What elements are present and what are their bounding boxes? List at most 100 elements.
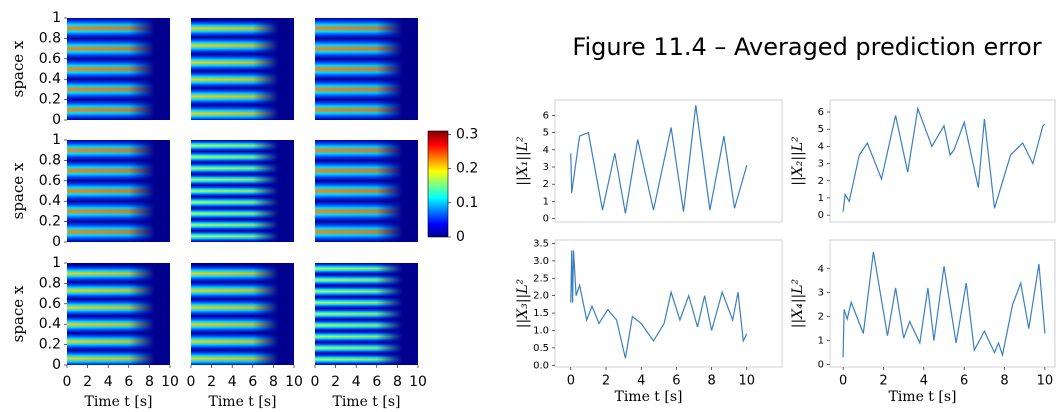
y-tick-label: 1 bbox=[818, 336, 824, 347]
y-tick-label: 5 bbox=[818, 124, 824, 135]
heatmap-panel bbox=[191, 140, 294, 242]
heatmap-fade bbox=[67, 263, 170, 365]
y-tick-label: 2 bbox=[818, 312, 824, 323]
y-tick-label: 0.6 bbox=[39, 173, 61, 189]
heatmap-fade bbox=[67, 140, 170, 242]
y-tick-label: 0.2 bbox=[39, 92, 61, 108]
x-tick-label: 6 bbox=[372, 374, 381, 390]
y-tick-label: 1 bbox=[818, 193, 824, 204]
line-panel: 0 1 2 3 4 5 6 ||X₁||L² bbox=[515, 99, 783, 225]
y-tick-label: 0.5 bbox=[533, 343, 549, 354]
heatmap-fade bbox=[315, 18, 418, 120]
y-tick-label: 0 bbox=[456, 229, 465, 245]
heatmap-fade bbox=[191, 263, 294, 365]
y-tick-label: 0.6 bbox=[39, 51, 61, 67]
x-axis-label: Time t [s] bbox=[614, 389, 682, 405]
y-tick-label: 1.5 bbox=[533, 308, 549, 319]
y-tick-label: 1 bbox=[543, 196, 549, 207]
plot-frame bbox=[829, 99, 1056, 223]
x-axis-label: Time t [s] bbox=[332, 394, 400, 410]
plot-frame bbox=[554, 99, 783, 223]
heatmap-panel: 0 0.2 0.4 0.6 0.8 1 space x bbox=[9, 132, 170, 250]
y-tick-label: 2.0 bbox=[533, 291, 549, 302]
y-tick-label: 3 bbox=[818, 159, 824, 170]
heatmap-fade bbox=[191, 140, 294, 242]
x-tick-label: 10 bbox=[285, 374, 303, 390]
x-tick-label: 8 bbox=[393, 374, 402, 390]
y-tick-label: 0 bbox=[818, 210, 824, 221]
y-axis-label: space x bbox=[9, 285, 27, 342]
y-tick-label: 0.8 bbox=[39, 30, 61, 46]
x-tick-label: 2 bbox=[331, 374, 340, 390]
x-tick-label: 6 bbox=[124, 374, 133, 390]
x-tick-label: 10 bbox=[1037, 374, 1054, 389]
y-tick-label: 3.5 bbox=[533, 238, 549, 249]
y-tick-label: 0.1 bbox=[456, 195, 478, 211]
x-tick-label: 10 bbox=[739, 374, 756, 389]
y-tick-label: 0 bbox=[543, 214, 549, 225]
y-tick-label: 0.8 bbox=[39, 152, 61, 168]
y-tick-label: 4 bbox=[818, 141, 824, 152]
y-tick-label: 0 bbox=[818, 360, 824, 371]
y-tick-label: 1 bbox=[52, 132, 61, 148]
y-tick-label: 0.2 bbox=[456, 161, 478, 177]
x-tick-label: 4 bbox=[637, 374, 645, 389]
x-tick-label: 0 bbox=[839, 374, 847, 389]
heatmap-fade bbox=[191, 18, 294, 120]
x-tick-label: 8 bbox=[707, 374, 715, 389]
y-tick-label: 2 bbox=[543, 179, 549, 190]
x-tick-label: 4 bbox=[104, 374, 113, 390]
y-tick-label: 0.4 bbox=[39, 193, 61, 209]
y-tick-label: 0.0 bbox=[533, 360, 549, 371]
y-tick-label: 0.3 bbox=[456, 126, 478, 142]
x-tick-label: 4 bbox=[920, 374, 928, 389]
x-axis-label: Time t [s] bbox=[208, 394, 276, 410]
y-tick-label: 1 bbox=[52, 10, 61, 26]
x-tick-label: 8 bbox=[145, 374, 154, 390]
y-tick-label: 0.2 bbox=[39, 214, 61, 230]
x-tick-label: 6 bbox=[248, 374, 257, 390]
line-panel: 0 1 2 3 4 0 2 4 6 8 10 Time t [s] ||X₄||L² bbox=[790, 239, 1056, 405]
heatmap-panel: 0 2 4 6 8 10 Time t [s] bbox=[187, 263, 303, 410]
y-tick-label: 0.4 bbox=[39, 316, 61, 332]
line-series bbox=[842, 106, 1046, 212]
y-tick-label: 0.2 bbox=[39, 337, 61, 353]
y-tick-label: 2 bbox=[818, 176, 824, 187]
y-tick-label: 6 bbox=[543, 110, 549, 121]
y-tick-label: 0.4 bbox=[39, 71, 61, 87]
plot-frame bbox=[829, 239, 1056, 368]
x-tick-label: 2 bbox=[879, 374, 887, 389]
heatmap-panel: 0 0.2 0.4 0.6 0.8 1 space x bbox=[9, 10, 170, 128]
x-tick-label: 10 bbox=[409, 374, 427, 390]
y-axis-label: ||X₂||L² bbox=[790, 136, 806, 186]
y-axis-label: ||X₁||L² bbox=[515, 136, 531, 186]
x-tick-label: 6 bbox=[672, 374, 680, 389]
x-tick-label: 0 bbox=[311, 374, 320, 390]
y-tick-label: 3.0 bbox=[533, 256, 549, 267]
x-tick-label: 2 bbox=[83, 374, 92, 390]
x-tick-label: 0 bbox=[63, 374, 72, 390]
x-tick-label: 0 bbox=[567, 374, 575, 389]
y-axis-label: space x bbox=[9, 162, 27, 219]
y-tick-label: 3 bbox=[543, 162, 549, 173]
x-tick-label: 4 bbox=[228, 374, 237, 390]
line-series bbox=[842, 251, 1046, 358]
line-panel: 0.0 0.5 1.0 1.5 2.0 2.5 3.0 3.5 0 2 4 6 8 10 Time t [s… bbox=[515, 238, 783, 405]
plot-frame bbox=[554, 239, 783, 368]
y-axis-label: space x bbox=[9, 40, 27, 97]
y-tick-label: 0 bbox=[52, 357, 61, 373]
x-tick-label: 8 bbox=[269, 374, 278, 390]
y-tick-label: 1.0 bbox=[533, 325, 549, 336]
heatmap-panel: 0 2 4 6 8 10 Time t [s] bbox=[311, 263, 427, 410]
y-tick-label: 4 bbox=[818, 264, 824, 275]
figure-title: Figure 11.4 – Averaged prediction error bbox=[572, 33, 1041, 61]
x-tick-label: 10 bbox=[161, 374, 179, 390]
y-axis-label: ||X₄||L² bbox=[790, 278, 806, 328]
x-axis-label: Time t [s] bbox=[84, 394, 152, 410]
heatmap-fade bbox=[315, 140, 418, 242]
x-tick-label: 8 bbox=[1000, 374, 1008, 389]
x-tick-label: 6 bbox=[960, 374, 968, 389]
x-tick-label: 2 bbox=[602, 374, 610, 389]
line-series bbox=[570, 250, 748, 359]
